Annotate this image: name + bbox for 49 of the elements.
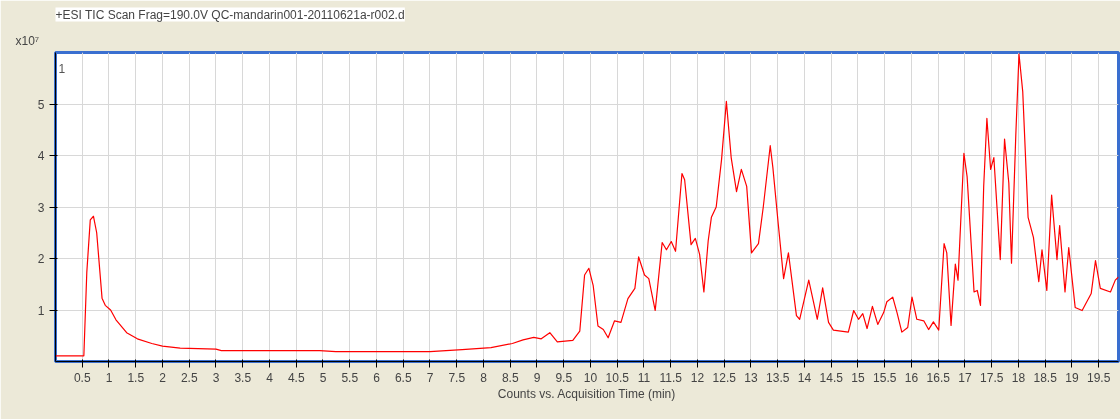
x-tick-label: 2: [159, 370, 167, 385]
y-tick-label: 5: [37, 97, 45, 112]
x-tick-label: 7: [426, 370, 434, 385]
x-tick-label: 19.5: [1087, 370, 1111, 385]
x-tick-label: 12: [690, 370, 705, 385]
x-tick-label: 11.5: [659, 370, 683, 385]
x-tick-label: 2.5: [180, 370, 198, 385]
y-axis-title: x10⁷: [15, 33, 40, 48]
x-tick-label: 8: [480, 370, 488, 385]
x-tick-label: 1.5: [127, 370, 145, 385]
annotation: 1: [58, 61, 66, 76]
line-series: [55, 53, 1119, 357]
x-tick-label: 10: [583, 370, 598, 385]
x-axis-title: Counts vs. Acquisition Time (min): [497, 386, 676, 401]
x-tick-label: 6: [373, 370, 381, 385]
x-tick-label: 13.5: [766, 370, 790, 385]
x-tick-label: 14.5: [819, 370, 844, 385]
x-tick-label: 17: [958, 370, 972, 385]
x-tick-label: 19: [1065, 370, 1079, 385]
y-tick-label: 2: [37, 252, 45, 266]
x-tick-label: 4: [266, 370, 274, 385]
x-tick-label: 16: [904, 370, 919, 385]
chart-title: +ESI TIC Scan Frag=190.0V QC-mandarin001-20110621a-r002.d: [55, 7, 405, 22]
x-tick-label: 3: [212, 370, 220, 385]
x-tick-label: 9.5: [555, 370, 573, 385]
x-tick-label: 8.5: [501, 370, 519, 385]
x-tick-label: 10.5: [605, 370, 630, 385]
x-tick-label: 18.5: [1033, 370, 1058, 385]
x-tick-label: 12.5: [712, 370, 737, 385]
x-tick-label: 18: [1011, 370, 1026, 385]
x-tick-label: 15: [851, 370, 865, 385]
x-tick-label: 14: [797, 370, 812, 385]
x-tick-label: 16.5: [926, 370, 951, 385]
x-tick-label: 11: [637, 370, 651, 385]
x-tick-label: 13: [744, 370, 758, 385]
x-tick-label: 15.5: [873, 370, 897, 385]
x-tick-label: 5.5: [341, 370, 359, 385]
x-tick-label: 7.5: [448, 370, 466, 385]
x-tick-label: 3.5: [234, 370, 252, 385]
y-tick-label: 1: [37, 303, 45, 318]
x-tick-label: 1: [105, 370, 113, 385]
x-tick-label: 6.5: [394, 370, 412, 385]
x-tick-label: 5: [319, 370, 327, 385]
y-tick-label: 3: [37, 200, 45, 215]
x-tick-label: 0.5: [73, 370, 91, 385]
x-tick-label: 17.5: [980, 370, 1004, 385]
y-tick-label: 4: [37, 149, 45, 163]
x-tick-label: 4.5: [287, 370, 305, 385]
x-tick-label: 9: [533, 370, 541, 385]
